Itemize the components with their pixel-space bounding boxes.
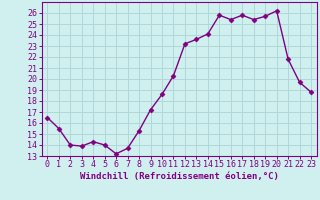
X-axis label: Windchill (Refroidissement éolien,°C): Windchill (Refroidissement éolien,°C) <box>80 172 279 181</box>
